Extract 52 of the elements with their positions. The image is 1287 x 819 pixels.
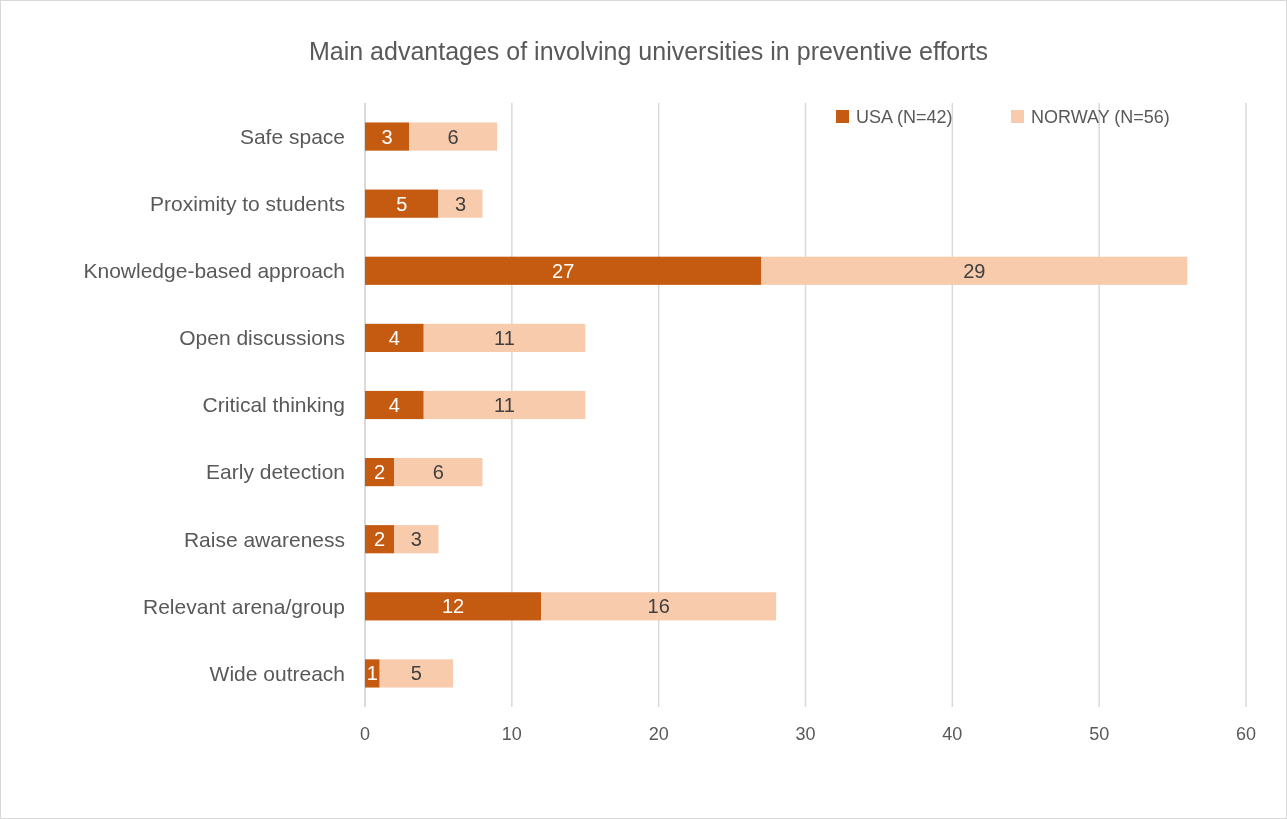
data-label: 5 <box>410 662 422 685</box>
bar <box>438 189 483 218</box>
bar <box>423 323 586 352</box>
bar <box>423 390 586 420</box>
chart-title: Main advantages of involving universities in preventive efforts <box>308 37 989 65</box>
y-tick-label: Open discussions <box>179 326 345 350</box>
x-tick-label: 20 <box>648 724 669 744</box>
y-tick-label: Raise awareness <box>183 527 345 551</box>
x-tick-label: 10 <box>501 724 522 744</box>
data-label: 3 <box>381 125 393 148</box>
y-tick-label: Wide outreach <box>209 661 345 685</box>
bar <box>394 525 439 554</box>
data-label: 29 <box>963 259 986 282</box>
legend-label: NORWAY (N=56) <box>1031 107 1170 128</box>
bar <box>365 189 439 218</box>
bar <box>409 122 498 151</box>
y-tick-label: Critical thinking <box>202 393 345 417</box>
y-tick-label: Safe space <box>239 124 345 148</box>
bar <box>365 390 424 420</box>
bar <box>365 592 542 621</box>
y-tick-label: Relevant arena/group <box>143 594 345 618</box>
y-tick-label: Knowledge-based approach <box>83 259 345 283</box>
y-tick-label: Early detection <box>206 460 345 484</box>
data-label: 6 <box>432 461 444 484</box>
data-label: 5 <box>396 192 408 215</box>
x-tick-label: 30 <box>795 724 816 744</box>
x-tick-label: 0 <box>359 724 371 744</box>
data-label: 16 <box>647 595 670 618</box>
data-label: 6 <box>447 125 459 148</box>
bar <box>365 323 424 352</box>
bar <box>761 256 1188 285</box>
data-label: 27 <box>552 259 575 282</box>
bar <box>541 592 777 621</box>
data-label: 12 <box>441 595 465 618</box>
bar <box>394 458 483 487</box>
data-label: 4 <box>388 394 400 416</box>
bar <box>365 256 762 285</box>
data-label: 1 <box>366 662 378 685</box>
data-label: 3 <box>454 192 466 215</box>
legend-label: USA (N=42) <box>856 107 953 128</box>
data-label: 2 <box>374 461 386 484</box>
data-label: 11 <box>494 394 515 416</box>
x-tick-label: 40 <box>942 724 963 744</box>
bar <box>379 659 454 688</box>
data-label: 11 <box>494 326 515 349</box>
x-tick-label: 60 <box>1235 724 1257 744</box>
bar <box>365 122 410 151</box>
x-tick-label: 50 <box>1089 724 1110 744</box>
data-label: 4 <box>388 326 400 349</box>
data-label: 3 <box>410 528 422 551</box>
data-label: 2 <box>374 528 386 551</box>
y-tick-label: Proximity to students <box>150 192 345 216</box>
